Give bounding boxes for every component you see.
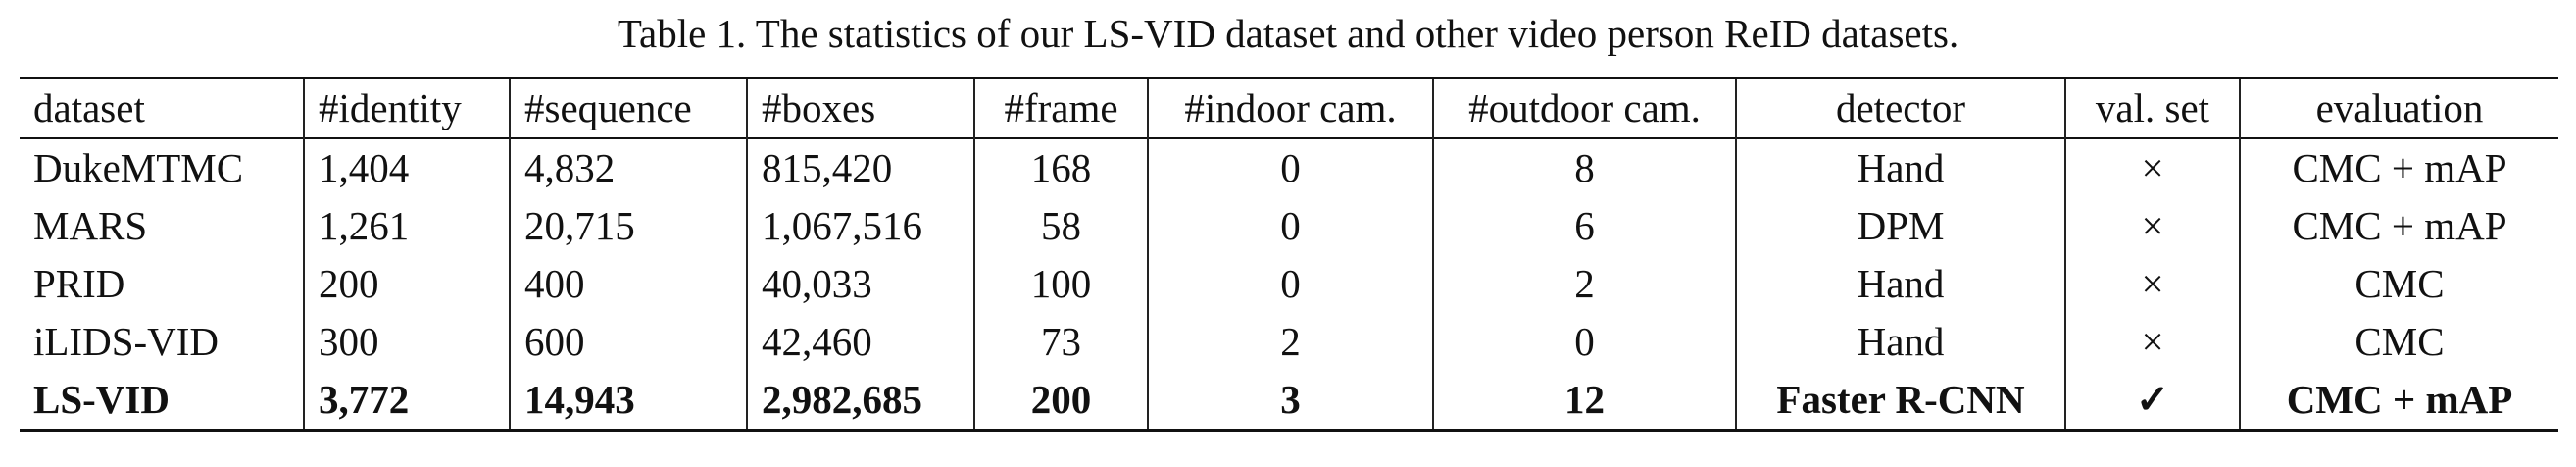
cell-detector: Hand (1735, 138, 2065, 197)
cell-frame: 168 (973, 138, 1148, 197)
cell-identity: 1,404 (303, 138, 510, 197)
cell-boxes: 2,982,685 (746, 371, 974, 431)
table-row: DukeMTMC 1,404 4,832 815,420 168 0 8 Han… (20, 138, 2558, 197)
cell-outdoor-cam: 8 (1432, 138, 1736, 197)
cell-sequence: 14,943 (509, 371, 747, 431)
cell-val-set: × (2064, 313, 2240, 371)
cell-outdoor-cam: 0 (1432, 313, 1736, 371)
cell-frame: 200 (973, 371, 1148, 431)
table-row: MARS 1,261 20,715 1,067,516 58 0 6 DPM ×… (20, 197, 2558, 255)
cell-outdoor-cam: 12 (1432, 371, 1736, 431)
header-row: dataset #identity #sequence #boxes #fram… (20, 78, 2558, 138)
cell-outdoor-cam: 6 (1432, 197, 1736, 255)
column-header-frame: #frame (973, 78, 1148, 138)
cell-frame: 73 (973, 313, 1148, 371)
cell-sequence: 20,715 (509, 197, 747, 255)
column-header-val-set: val. set (2064, 78, 2240, 138)
cell-evaluation: CMC (2239, 255, 2558, 313)
cell-boxes: 1,067,516 (746, 197, 974, 255)
cell-identity: 1,261 (303, 197, 510, 255)
cell-sequence: 600 (509, 313, 747, 371)
cell-dataset: iLIDS-VID (33, 319, 220, 364)
cell-detector: Hand (1735, 313, 2065, 371)
statistics-table: dataset #identity #sequence #boxes #fram… (20, 77, 2558, 432)
column-header-dataset: dataset (33, 85, 145, 130)
cell-evaluation: CMC (2239, 313, 2558, 371)
cell-frame: 100 (973, 255, 1148, 313)
cell-identity: 300 (303, 313, 510, 371)
cell-val-set: × (2064, 197, 2240, 255)
cell-indoor-cam: 0 (1147, 197, 1433, 255)
cell-boxes: 42,460 (746, 313, 974, 371)
column-header-identity: #identity (303, 78, 510, 138)
cell-frame: 58 (973, 197, 1148, 255)
cell-boxes: 815,420 (746, 138, 974, 197)
cell-dataset: LS-VID (33, 377, 170, 422)
column-header-sequence: #sequence (509, 78, 747, 138)
cell-evaluation: CMC + mAP (2239, 371, 2558, 431)
cell-boxes: 40,033 (746, 255, 974, 313)
cell-dataset: MARS (33, 203, 148, 248)
cell-detector: Faster R-CNN (1735, 371, 2065, 431)
cell-indoor-cam: 0 (1147, 138, 1433, 197)
column-header-outdoor-cam: #outdoor cam. (1432, 78, 1736, 138)
table-row: PRID 200 400 40,033 100 0 2 Hand × CMC (20, 255, 2558, 313)
cell-evaluation: CMC + mAP (2239, 197, 2558, 255)
column-header-detector: detector (1735, 78, 2065, 138)
cell-detector: Hand (1735, 255, 2065, 313)
cell-indoor-cam: 2 (1147, 313, 1433, 371)
column-header-boxes: #boxes (746, 78, 974, 138)
cell-outdoor-cam: 2 (1432, 255, 1736, 313)
table-caption: Table 1. The statistics of our LS-VID da… (617, 11, 1959, 56)
cell-identity: 200 (303, 255, 510, 313)
cell-dataset: PRID (33, 261, 125, 306)
table-row: iLIDS-VID 300 600 42,460 73 2 0 Hand × C… (20, 313, 2558, 371)
cell-indoor-cam: 0 (1147, 255, 1433, 313)
cell-val-set: × (2064, 138, 2240, 197)
column-header-indoor-cam: #indoor cam. (1147, 78, 1433, 138)
cell-sequence: 400 (509, 255, 747, 313)
table-row-highlight: LS-VID 3,772 14,943 2,982,685 200 3 12 F… (20, 371, 2558, 431)
cell-evaluation: CMC + mAP (2239, 138, 2558, 197)
cell-identity: 3,772 (303, 371, 510, 431)
cell-dataset: DukeMTMC (33, 145, 244, 190)
cell-val-set: × (2064, 255, 2240, 313)
cell-indoor-cam: 3 (1147, 371, 1433, 431)
cell-sequence: 4,832 (509, 138, 747, 197)
column-header-evaluation: evaluation (2239, 78, 2558, 138)
cell-detector: DPM (1735, 197, 2065, 255)
cell-val-set: ✓ (2064, 371, 2240, 431)
